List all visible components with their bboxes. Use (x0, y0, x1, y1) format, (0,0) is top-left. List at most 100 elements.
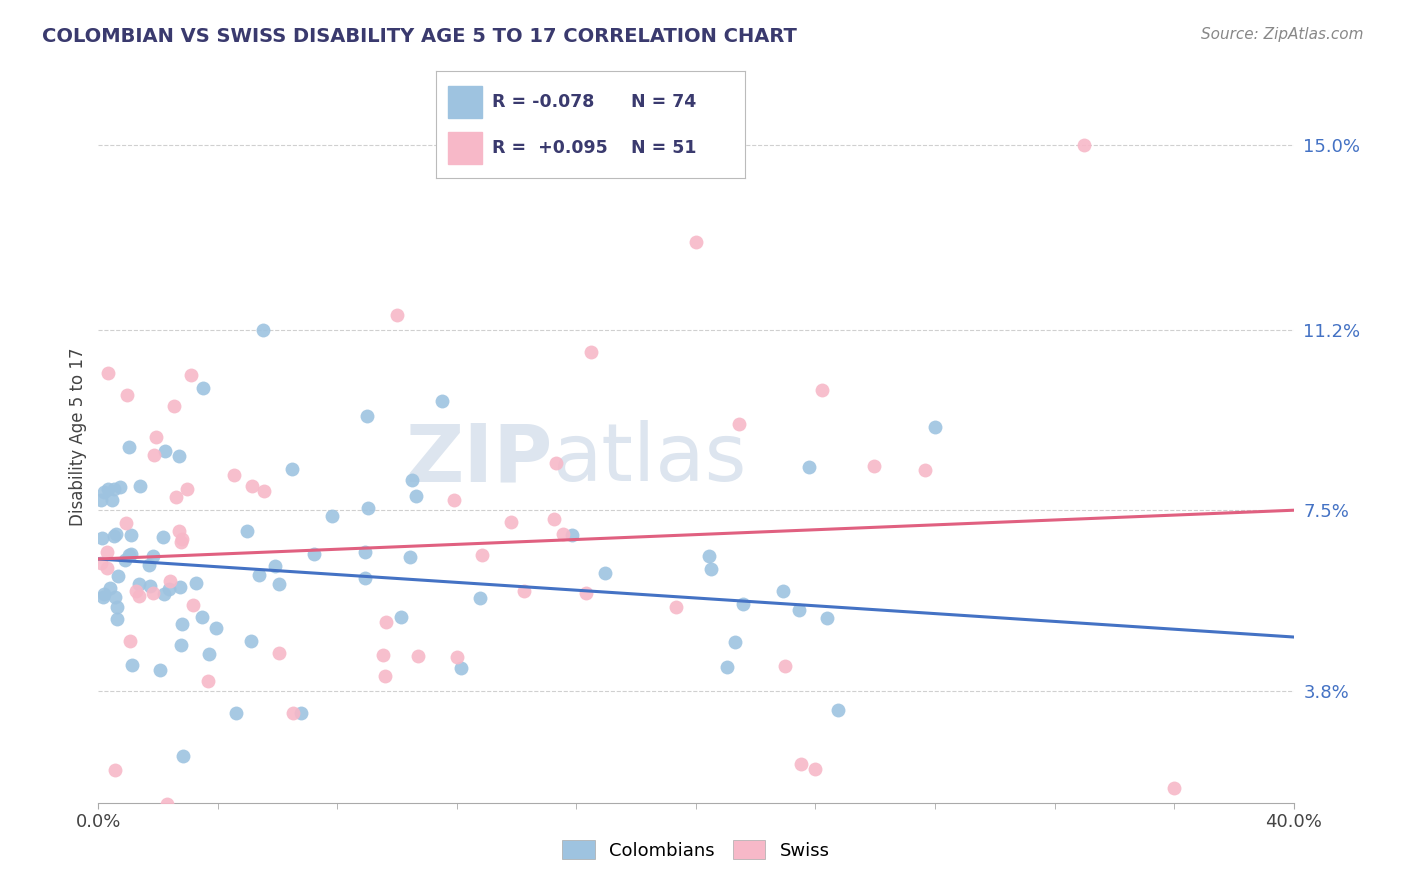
Text: COLOMBIAN VS SWISS DISABILITY AGE 5 TO 17 CORRELATION CHART: COLOMBIAN VS SWISS DISABILITY AGE 5 TO 1… (42, 27, 797, 45)
Point (163, 400, 186, 414)
Text: Source: ZipAtlas.com: Source: ZipAtlas.com (1201, 27, 1364, 42)
Point (374, 615, 396, 629)
Point (115, 388, 138, 402)
Point (197, 647, 219, 661)
Y-axis label: Disability Age 5 to 17: Disability Age 5 to 17 (69, 348, 87, 526)
Point (157, 582, 180, 596)
Point (143, 448, 166, 462)
Point (93, 587, 115, 601)
Point (263, 559, 285, 574)
Point (790, 756, 813, 771)
Point (240, 479, 263, 493)
Point (169, 580, 191, 594)
Point (176, 483, 198, 497)
Point (773, 659, 796, 673)
Point (401, 473, 423, 487)
Point (97, 482, 120, 496)
Point (139, 579, 162, 593)
Point (165, 490, 187, 504)
Point (252, 323, 274, 337)
Point (97, 366, 120, 380)
Point (184, 575, 207, 590)
Point (267, 577, 290, 591)
Point (104, 590, 127, 604)
Point (172, 749, 194, 764)
Point (142, 586, 165, 600)
Point (700, 562, 723, 576)
Point (546, 456, 568, 470)
Point (924, 420, 946, 434)
Point (120, 527, 142, 541)
Point (180, 368, 202, 383)
Point (561, 528, 583, 542)
Point (593, 566, 616, 581)
Point (105, 600, 128, 615)
Point (827, 703, 849, 717)
Point (727, 417, 749, 432)
Point (167, 449, 190, 463)
Point (1073, 137, 1095, 152)
Point (129, 479, 152, 493)
Point (815, 611, 838, 625)
Point (443, 493, 465, 508)
Point (253, 484, 276, 499)
Point (114, 553, 136, 567)
Point (240, 634, 263, 648)
Point (153, 587, 176, 601)
Text: N = 51: N = 51 (631, 139, 696, 157)
Point (354, 545, 377, 559)
Point (772, 583, 794, 598)
Point (108, 480, 131, 494)
Point (121, 657, 143, 672)
Point (799, 460, 821, 475)
Point (142, 549, 165, 563)
Point (205, 621, 228, 635)
Point (408, 648, 430, 663)
Text: ZIP: ZIP (405, 420, 553, 498)
Point (153, 443, 176, 458)
Point (120, 547, 142, 561)
Point (290, 706, 312, 720)
Point (804, 762, 827, 776)
Point (159, 574, 181, 588)
Point (103, 482, 125, 496)
Point (321, 509, 343, 524)
Point (543, 512, 565, 526)
Point (513, 584, 536, 599)
Point (579, 345, 602, 359)
Point (170, 638, 193, 652)
Point (281, 462, 304, 476)
Point (128, 576, 150, 591)
Point (385, 308, 409, 322)
Point (104, 763, 127, 777)
Point (716, 659, 738, 673)
Point (354, 571, 377, 585)
Point (118, 634, 141, 648)
Point (225, 706, 247, 721)
Point (862, 458, 884, 473)
Point (269, 647, 291, 661)
Point (811, 383, 834, 397)
Point (197, 673, 219, 688)
Point (93, 485, 115, 500)
Point (125, 584, 148, 599)
Point (724, 635, 747, 649)
Point (105, 612, 128, 626)
Point (172, 616, 194, 631)
Point (471, 548, 494, 562)
Text: N = 74: N = 74 (631, 94, 696, 112)
Point (118, 548, 141, 562)
Point (787, 603, 810, 617)
Text: R = -0.078: R = -0.078 (492, 94, 593, 112)
Point (399, 550, 422, 565)
Point (389, 610, 412, 624)
Point (1163, 781, 1185, 796)
Point (356, 409, 378, 424)
Point (731, 597, 754, 611)
Point (247, 567, 270, 582)
Point (138, 558, 160, 572)
Point (357, 501, 380, 516)
Point (281, 706, 304, 721)
Point (183, 598, 205, 612)
Point (914, 463, 936, 477)
